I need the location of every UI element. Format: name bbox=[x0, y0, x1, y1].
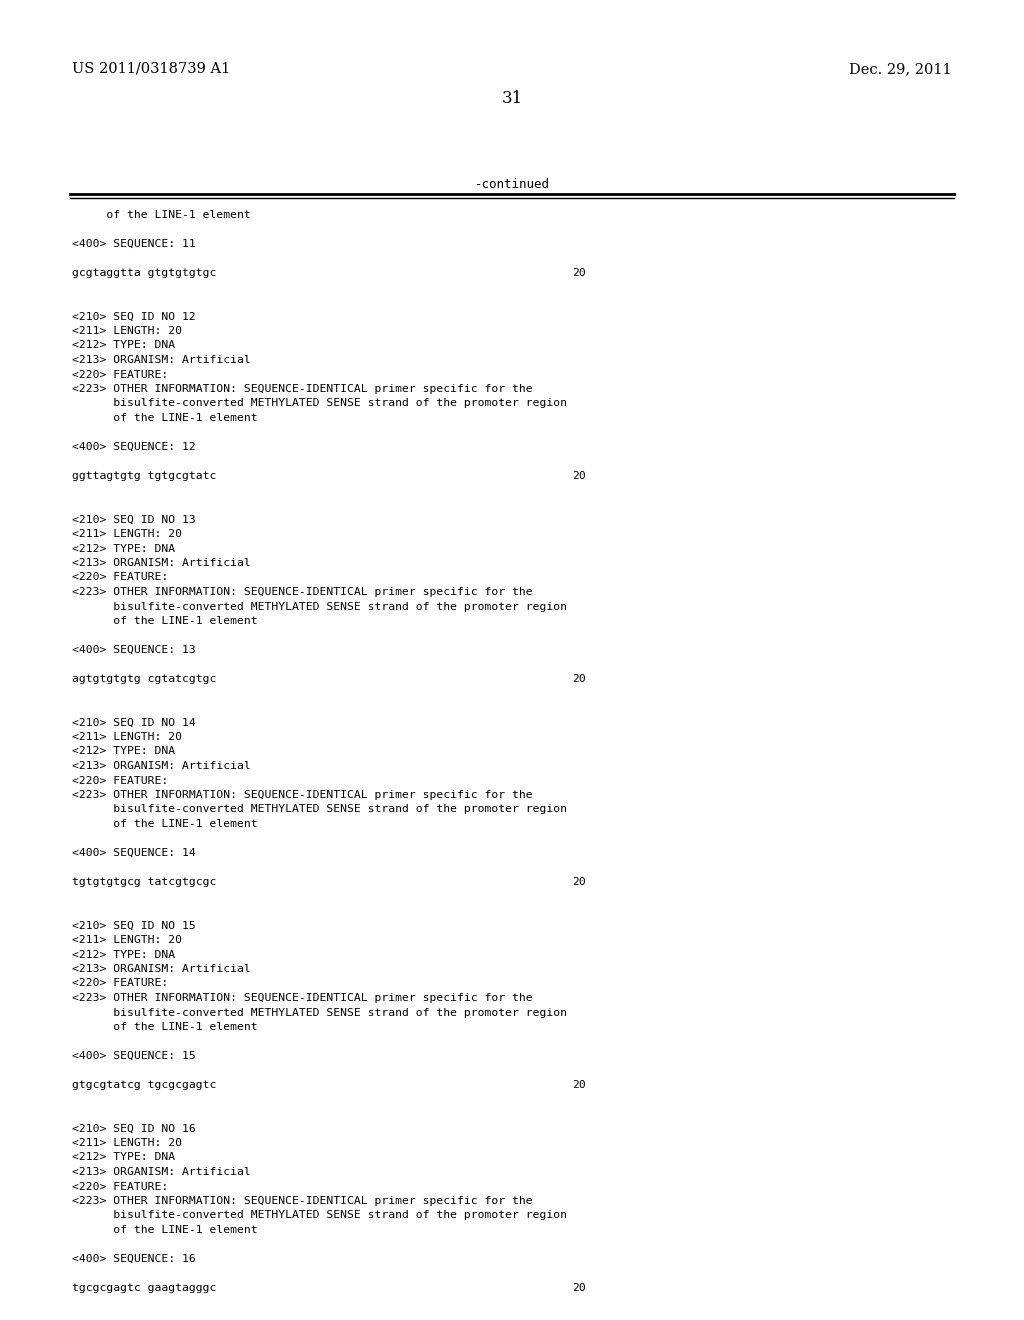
Text: <211> LENGTH: 20: <211> LENGTH: 20 bbox=[72, 529, 182, 539]
Text: <400> SEQUENCE: 12: <400> SEQUENCE: 12 bbox=[72, 442, 196, 451]
Text: 20: 20 bbox=[572, 876, 586, 887]
Text: Dec. 29, 2011: Dec. 29, 2011 bbox=[849, 62, 952, 77]
Text: <213> ORGANISM: Artificial: <213> ORGANISM: Artificial bbox=[72, 355, 251, 366]
Text: <213> ORGANISM: Artificial: <213> ORGANISM: Artificial bbox=[72, 964, 251, 974]
Text: tgtgtgtgcg tatcgtgcgc: tgtgtgtgcg tatcgtgcgc bbox=[72, 876, 216, 887]
Text: <400> SEQUENCE: 11: <400> SEQUENCE: 11 bbox=[72, 239, 196, 249]
Text: <223> OTHER INFORMATION: SEQUENCE-IDENTICAL primer specific for the: <223> OTHER INFORMATION: SEQUENCE-IDENTI… bbox=[72, 1196, 532, 1206]
Text: tgcgcgagtc gaagtagggc: tgcgcgagtc gaagtagggc bbox=[72, 1283, 216, 1294]
Text: <210> SEQ ID NO 16: <210> SEQ ID NO 16 bbox=[72, 1123, 196, 1134]
Text: <212> TYPE: DNA: <212> TYPE: DNA bbox=[72, 341, 175, 351]
Text: 20: 20 bbox=[572, 1283, 586, 1294]
Text: agtgtgtgtg cgtatcgtgc: agtgtgtgtg cgtatcgtgc bbox=[72, 675, 216, 684]
Text: <220> FEATURE:: <220> FEATURE: bbox=[72, 370, 168, 380]
Text: 20: 20 bbox=[572, 675, 586, 684]
Text: <220> FEATURE:: <220> FEATURE: bbox=[72, 776, 168, 785]
Text: bisulfite-converted METHYLATED SENSE strand of the promoter region: bisulfite-converted METHYLATED SENSE str… bbox=[72, 1007, 567, 1018]
Text: <210> SEQ ID NO 15: <210> SEQ ID NO 15 bbox=[72, 920, 196, 931]
Text: of the LINE-1 element: of the LINE-1 element bbox=[72, 616, 258, 626]
Text: of the LINE-1 element: of the LINE-1 element bbox=[72, 413, 258, 422]
Text: <400> SEQUENCE: 14: <400> SEQUENCE: 14 bbox=[72, 847, 196, 858]
Text: <212> TYPE: DNA: <212> TYPE: DNA bbox=[72, 1152, 175, 1163]
Text: <211> LENGTH: 20: <211> LENGTH: 20 bbox=[72, 935, 182, 945]
Text: US 2011/0318739 A1: US 2011/0318739 A1 bbox=[72, 62, 230, 77]
Text: ggttagtgtg tgtgcgtatc: ggttagtgtg tgtgcgtatc bbox=[72, 471, 216, 480]
Text: <223> OTHER INFORMATION: SEQUENCE-IDENTICAL primer specific for the: <223> OTHER INFORMATION: SEQUENCE-IDENTI… bbox=[72, 384, 532, 393]
Text: 20: 20 bbox=[572, 471, 586, 480]
Text: <213> ORGANISM: Artificial: <213> ORGANISM: Artificial bbox=[72, 558, 251, 568]
Text: <210> SEQ ID NO 13: <210> SEQ ID NO 13 bbox=[72, 515, 196, 524]
Text: <223> OTHER INFORMATION: SEQUENCE-IDENTICAL primer specific for the: <223> OTHER INFORMATION: SEQUENCE-IDENTI… bbox=[72, 993, 532, 1003]
Text: bisulfite-converted METHYLATED SENSE strand of the promoter region: bisulfite-converted METHYLATED SENSE str… bbox=[72, 399, 567, 408]
Text: <400> SEQUENCE: 13: <400> SEQUENCE: 13 bbox=[72, 645, 196, 655]
Text: bisulfite-converted METHYLATED SENSE strand of the promoter region: bisulfite-converted METHYLATED SENSE str… bbox=[72, 804, 567, 814]
Text: 31: 31 bbox=[502, 90, 522, 107]
Text: <220> FEATURE:: <220> FEATURE: bbox=[72, 573, 168, 582]
Text: <223> OTHER INFORMATION: SEQUENCE-IDENTICAL primer specific for the: <223> OTHER INFORMATION: SEQUENCE-IDENTI… bbox=[72, 789, 532, 800]
Text: -continued: -continued bbox=[474, 178, 550, 191]
Text: bisulfite-converted METHYLATED SENSE strand of the promoter region: bisulfite-converted METHYLATED SENSE str… bbox=[72, 1210, 567, 1221]
Text: <220> FEATURE:: <220> FEATURE: bbox=[72, 1181, 168, 1192]
Text: <212> TYPE: DNA: <212> TYPE: DNA bbox=[72, 544, 175, 553]
Text: <213> ORGANISM: Artificial: <213> ORGANISM: Artificial bbox=[72, 1167, 251, 1177]
Text: of the LINE-1 element: of the LINE-1 element bbox=[72, 210, 251, 220]
Text: gcgtaggtta gtgtgtgtgc: gcgtaggtta gtgtgtgtgc bbox=[72, 268, 216, 279]
Text: <210> SEQ ID NO 14: <210> SEQ ID NO 14 bbox=[72, 718, 196, 727]
Text: 20: 20 bbox=[572, 1080, 586, 1090]
Text: gtgcgtatcg tgcgcgagtc: gtgcgtatcg tgcgcgagtc bbox=[72, 1080, 216, 1090]
Text: <210> SEQ ID NO 12: <210> SEQ ID NO 12 bbox=[72, 312, 196, 322]
Text: bisulfite-converted METHYLATED SENSE strand of the promoter region: bisulfite-converted METHYLATED SENSE str… bbox=[72, 602, 567, 611]
Text: <212> TYPE: DNA: <212> TYPE: DNA bbox=[72, 747, 175, 756]
Text: of the LINE-1 element: of the LINE-1 element bbox=[72, 1225, 258, 1236]
Text: <211> LENGTH: 20: <211> LENGTH: 20 bbox=[72, 733, 182, 742]
Text: <400> SEQUENCE: 15: <400> SEQUENCE: 15 bbox=[72, 1051, 196, 1061]
Text: <400> SEQUENCE: 16: <400> SEQUENCE: 16 bbox=[72, 1254, 196, 1265]
Text: <220> FEATURE:: <220> FEATURE: bbox=[72, 978, 168, 989]
Text: <212> TYPE: DNA: <212> TYPE: DNA bbox=[72, 949, 175, 960]
Text: of the LINE-1 element: of the LINE-1 element bbox=[72, 818, 258, 829]
Text: <213> ORGANISM: Artificial: <213> ORGANISM: Artificial bbox=[72, 762, 251, 771]
Text: of the LINE-1 element: of the LINE-1 element bbox=[72, 1022, 258, 1032]
Text: 20: 20 bbox=[572, 268, 586, 279]
Text: <211> LENGTH: 20: <211> LENGTH: 20 bbox=[72, 326, 182, 337]
Text: <223> OTHER INFORMATION: SEQUENCE-IDENTICAL primer specific for the: <223> OTHER INFORMATION: SEQUENCE-IDENTI… bbox=[72, 587, 532, 597]
Text: <211> LENGTH: 20: <211> LENGTH: 20 bbox=[72, 1138, 182, 1148]
